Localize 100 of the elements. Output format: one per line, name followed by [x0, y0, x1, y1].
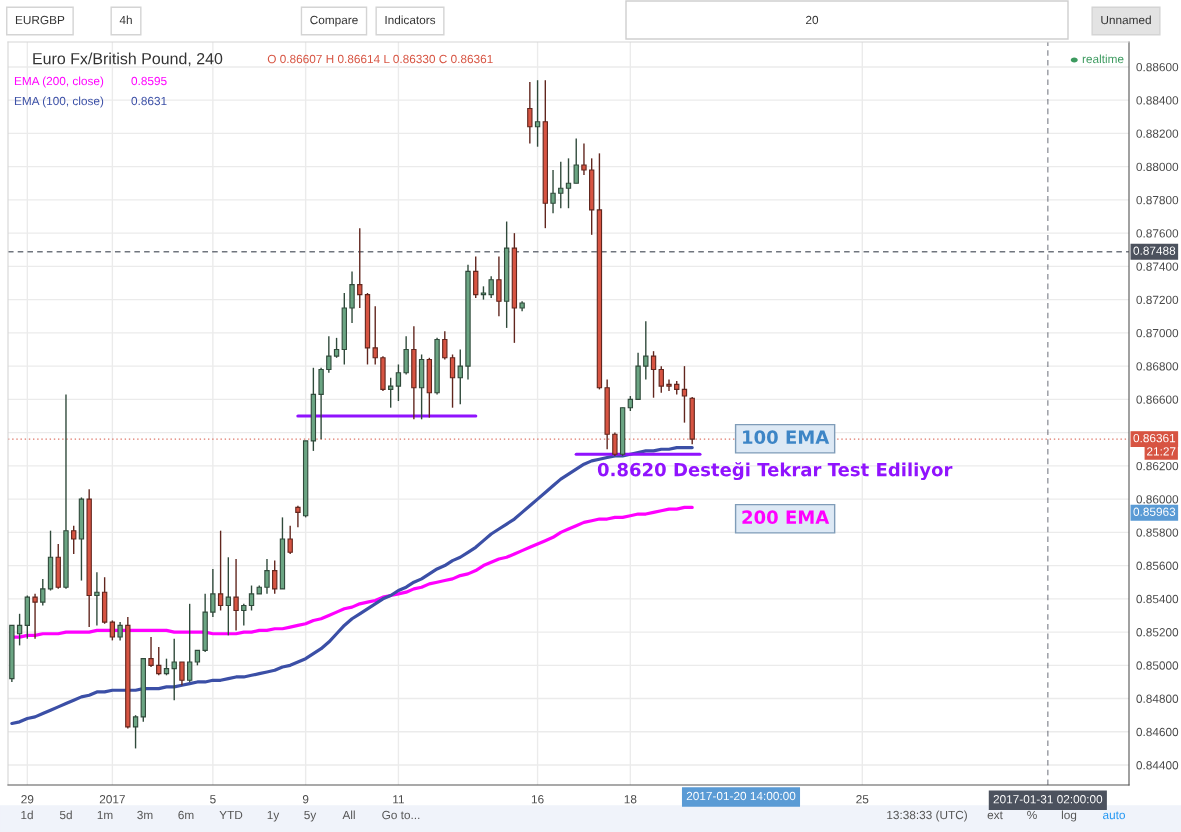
candlestick [264, 558, 270, 595]
candlestick [650, 350, 657, 399]
y-tick-label: 0.85000 [1136, 661, 1179, 670]
y-tick-label: 0.88400 [1136, 96, 1179, 105]
candlestick [148, 636, 154, 668]
candlestick [488, 275, 494, 299]
annotation: 0.8595 [131, 76, 167, 86]
candlestick [179, 661, 185, 686]
text: 21:27 [1147, 447, 1176, 456]
annotation: O 0.86607 H 0.86614 L 0.86330 C 0.86361 [267, 54, 493, 64]
candlestick [109, 619, 116, 642]
x-tick-label: 2017 [99, 795, 125, 804]
y-tick-label: 0.87200 [1136, 295, 1179, 305]
candlestick [94, 571, 100, 627]
text: Unnamed [1101, 15, 1151, 25]
candlestick [666, 378, 672, 392]
candlestick [16, 613, 23, 647]
annotation: 200 EMA [742, 510, 830, 524]
y-tick-label: 0.84400 [1136, 761, 1179, 770]
text: 3m [137, 810, 153, 820]
candlestick [248, 584, 255, 612]
x-tick-label: 5 [210, 795, 216, 804]
text: 6m [178, 810, 194, 820]
text: 1y [267, 810, 280, 822]
text: YTD [219, 810, 243, 820]
candlestick [225, 556, 232, 637]
y-tick-label: 0.87400 [1136, 262, 1179, 271]
candlestick [171, 638, 177, 701]
candlestick [550, 169, 556, 214]
candlestick [573, 137, 579, 184]
text: 20 [806, 15, 819, 25]
text: 5y [304, 810, 317, 822]
y-tick-label: 0.85400 [1136, 594, 1179, 604]
text: EURGBP [15, 15, 65, 25]
candlestick [241, 603, 247, 627]
y-tick-label: 0.88200 [1136, 129, 1179, 138]
text: ext [987, 811, 1003, 820]
candlestick [40, 578, 46, 607]
annotation: 0.8620 Desteği Tekrar Test Ediliyor [597, 462, 953, 481]
annotation: 0.8631 [131, 96, 167, 106]
ref-line-label: 0.87488 [1133, 246, 1176, 255]
y-tick-label: 0.85600 [1136, 561, 1179, 570]
y-tick-label: 0.84800 [1136, 694, 1179, 703]
y-tick-label: 0.86000 [1136, 495, 1179, 504]
x-tick-label: 2017-01-31 02:00:00 [993, 795, 1103, 804]
text: 1m [97, 810, 113, 820]
x-tick-label: 11 [393, 795, 404, 804]
candlestick [473, 255, 479, 299]
text: All [342, 810, 355, 820]
candlestick [32, 593, 38, 640]
text: 4h [119, 15, 132, 25]
y-tick-label: 0.85800 [1136, 528, 1179, 537]
ref-line-label: 0.86361 [1133, 433, 1176, 443]
y-tick-label: 0.86200 [1136, 461, 1179, 471]
candlestick [372, 305, 378, 366]
candlestick [233, 558, 239, 632]
text: 13:38:33 (UTC) [887, 810, 967, 822]
text: EMA (200, close) [14, 76, 104, 88]
candlestick [357, 227, 363, 309]
text: EMA (100, close) [14, 96, 104, 108]
candlestick [388, 377, 394, 409]
x-tick-label: 25 [856, 795, 869, 804]
candlestick [442, 330, 448, 361]
x-tick-label: 9 [302, 795, 309, 804]
candlestick [186, 603, 193, 683]
candlestick [272, 559, 278, 595]
annotation: realtime [1082, 54, 1124, 64]
y-tick-label: 0.88600 [1136, 62, 1179, 72]
candlestick [210, 568, 216, 618]
candlestick [558, 160, 564, 209]
candlestick [217, 529, 224, 612]
text: log [1061, 810, 1077, 822]
y-tick-label: 0.85200 [1136, 628, 1179, 637]
text: 2017-01-20 14:00:00 [686, 791, 796, 801]
y-tick-label: 0.88000 [1136, 162, 1179, 172]
x-tick-label: 18 [624, 795, 637, 804]
candlestick [681, 365, 688, 424]
x-tick-label: 29 [21, 795, 34, 804]
candlestick [132, 714, 139, 750]
y-tick-label: 0.86600 [1136, 395, 1179, 404]
y-tick-label: 0.84600 [1136, 727, 1179, 737]
text: Indicators [385, 15, 436, 25]
candlestick [156, 646, 162, 676]
text: 5d [59, 810, 72, 820]
text: 1d [21, 810, 33, 820]
candlestick [565, 157, 572, 209]
candlestick [349, 270, 355, 324]
candlestick [643, 320, 649, 381]
x-tick-label: 16 [531, 795, 544, 804]
annotation: 100 EMA [743, 430, 830, 444]
candlestick [534, 79, 541, 148]
text: % [1027, 810, 1037, 820]
text: Euro Fx/British Pound, 240 [33, 52, 223, 67]
text: 0.85963 [1133, 507, 1176, 516]
candlestick [333, 337, 340, 359]
candlestick [449, 353, 456, 409]
y-tick-label: 0.87800 [1136, 195, 1179, 205]
candlestick [287, 525, 293, 555]
y-tick-label: 0.87600 [1136, 229, 1179, 238]
candlestick [527, 81, 533, 145]
